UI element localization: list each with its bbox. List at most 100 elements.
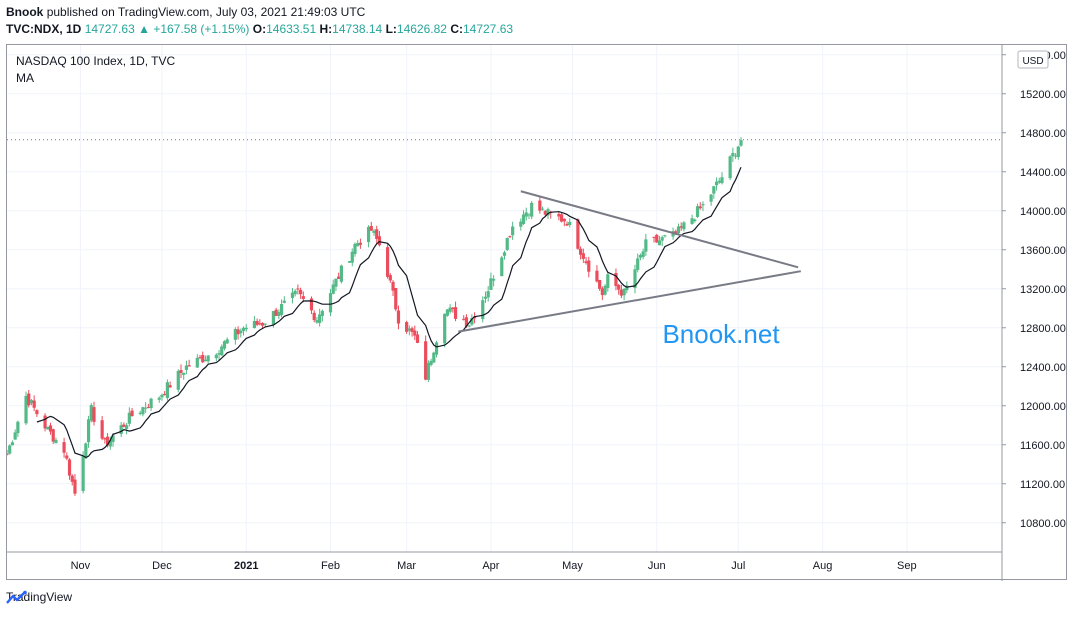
candle-body xyxy=(48,425,53,432)
tradingview-logo-icon xyxy=(6,590,27,604)
candle-body xyxy=(728,156,732,179)
candle-body xyxy=(663,235,667,237)
candle-body xyxy=(130,410,134,417)
candle-body xyxy=(625,285,629,291)
candle-body xyxy=(366,226,371,243)
candle-body xyxy=(617,284,621,290)
candle-body xyxy=(108,439,112,447)
candle-body xyxy=(279,304,284,315)
candle-body xyxy=(81,455,85,492)
candle-body xyxy=(315,320,319,323)
currency-badge[interactable] xyxy=(1017,50,1049,69)
candle-body xyxy=(318,314,322,323)
candle-body xyxy=(543,210,547,215)
candle-body xyxy=(576,219,580,249)
candle-body xyxy=(559,214,564,222)
candle-body xyxy=(176,371,180,390)
candle-body xyxy=(581,253,585,259)
candle-body xyxy=(733,155,738,157)
indicator-label: MA xyxy=(16,71,34,85)
candle-body xyxy=(168,385,172,388)
low-label: L: xyxy=(385,22,397,36)
candle-body xyxy=(122,424,126,427)
candle-body xyxy=(239,330,243,334)
candle-body xyxy=(222,341,227,349)
candle-body xyxy=(502,252,507,256)
candle-body xyxy=(415,334,420,343)
candle-body xyxy=(386,247,390,277)
candle-body xyxy=(391,281,395,291)
candle-body xyxy=(165,382,169,398)
chart-container[interactable]: 10800.00 11200.00 11600.00 12000.00 12400.00… xyxy=(6,44,1068,581)
low-value: 14626.82 xyxy=(396,22,447,36)
candle-body xyxy=(467,325,471,327)
candle-body xyxy=(720,177,724,184)
candle-body xyxy=(369,225,373,231)
candle-body xyxy=(233,329,237,340)
candle-body xyxy=(717,180,721,183)
candle-body xyxy=(486,291,490,298)
candle-body xyxy=(187,365,191,367)
candle-body xyxy=(377,236,382,246)
time-axis: Nov Dec 2021 Feb Mar Apr May Jun Jul Aug Sep xyxy=(71,560,917,572)
candle-body xyxy=(464,317,469,327)
candle-body xyxy=(255,321,259,325)
candle-body xyxy=(587,260,591,272)
candle-body xyxy=(241,327,246,331)
candle-body xyxy=(426,362,430,380)
candle-body xyxy=(511,226,515,236)
footer: TradingView xyxy=(6,590,72,604)
candle-body xyxy=(394,287,398,310)
candle-body xyxy=(388,275,392,281)
candle-body xyxy=(214,354,218,359)
candle-body xyxy=(540,208,545,210)
candle-body xyxy=(27,393,31,406)
x-tick-label: Dec xyxy=(152,560,172,572)
candle-body xyxy=(693,219,697,222)
candle-body xyxy=(10,442,15,446)
candle-body xyxy=(252,321,256,329)
candle-body xyxy=(8,445,12,454)
y-tick-label: 12000.00 xyxy=(1020,401,1066,413)
candle-body xyxy=(492,278,496,281)
candle-body xyxy=(86,419,91,443)
candle-body xyxy=(144,407,148,409)
candle-body xyxy=(293,290,297,295)
candle-body xyxy=(309,298,314,311)
candle-body xyxy=(546,209,550,216)
candle-body xyxy=(568,221,572,225)
candle-body xyxy=(481,300,485,320)
candle-body xyxy=(709,194,713,202)
candle-body xyxy=(483,296,488,299)
candle-body xyxy=(636,258,640,270)
candle-body xyxy=(413,330,417,336)
candle-body xyxy=(660,237,664,241)
y-tick-label: 13600.00 xyxy=(1020,245,1066,257)
candle-body xyxy=(682,222,686,230)
candle-body xyxy=(179,370,183,373)
candle-body xyxy=(328,293,333,313)
trendline xyxy=(458,270,801,333)
candle-body xyxy=(424,341,428,380)
candle-body xyxy=(203,359,208,362)
candle-body xyxy=(372,230,376,233)
candle-body xyxy=(655,234,659,243)
candle-body xyxy=(657,240,662,246)
high-value: 14738.14 xyxy=(332,22,383,36)
candle-body xyxy=(633,269,637,288)
x-tick-label: Apr xyxy=(482,560,499,572)
candle-body xyxy=(13,432,17,440)
candle-body xyxy=(470,318,474,325)
candle-body xyxy=(84,443,88,459)
candle-body xyxy=(739,140,743,146)
candlestick-chart[interactable]: 10800.00 11200.00 11600.00 12000.00 12400.00… xyxy=(7,45,1068,581)
candle-body xyxy=(65,455,69,459)
candle-body xyxy=(225,339,229,344)
candle-body xyxy=(396,310,401,324)
publish-info: Bnook published on TradingView.com, July… xyxy=(6,5,365,19)
candle-body xyxy=(712,186,716,194)
candle-body xyxy=(206,355,210,362)
candle-body xyxy=(519,221,523,227)
candle-body xyxy=(312,312,316,321)
candle-body xyxy=(160,394,164,398)
